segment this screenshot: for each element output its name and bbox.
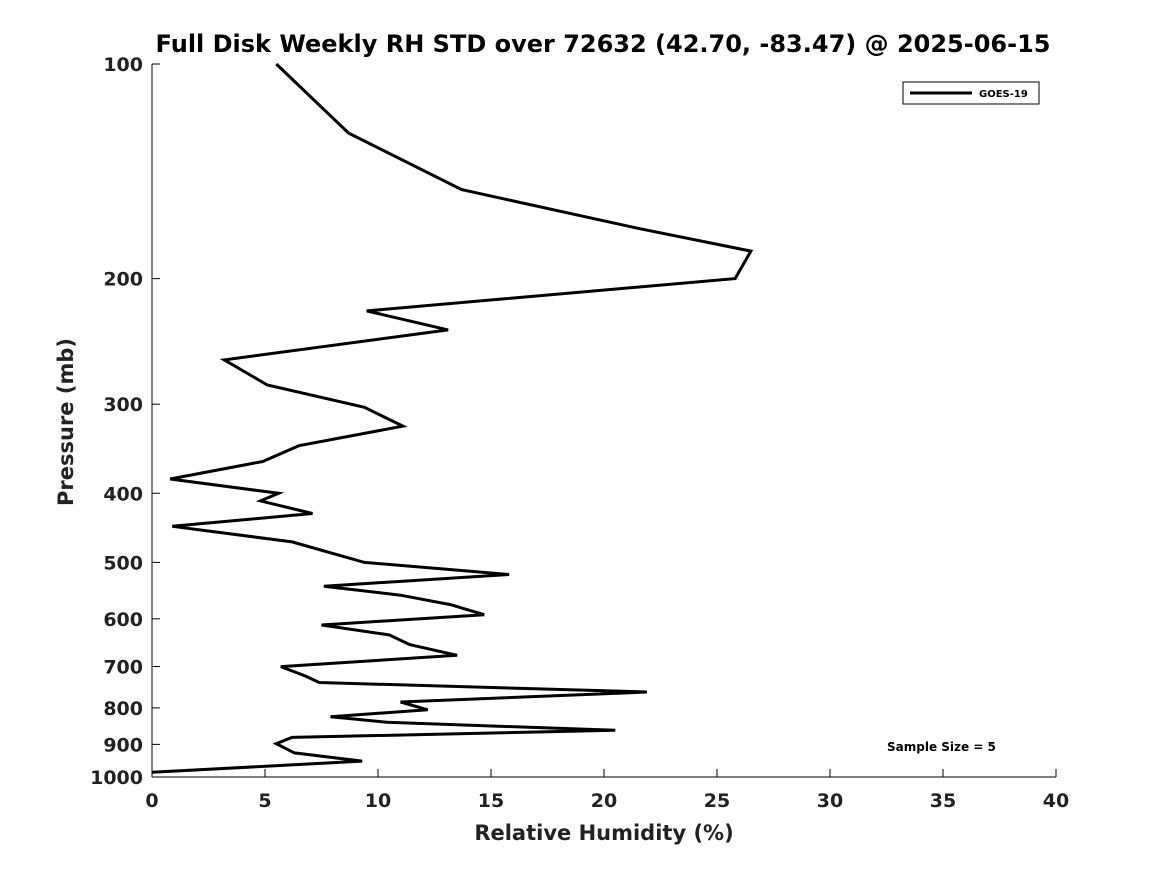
y-tick-label: 400 bbox=[103, 483, 143, 505]
x-tick-label: 15 bbox=[478, 790, 504, 812]
y-axis-label: Pressure (mb) bbox=[54, 338, 78, 506]
y-ticks: 100 200 300 400 500 600 700 800 900 1000 bbox=[90, 54, 160, 789]
x-tick-label: 25 bbox=[704, 790, 730, 812]
sample-size-annotation: Sample Size = 5 bbox=[887, 740, 996, 754]
x-tick-label: 30 bbox=[817, 790, 843, 812]
plot-area: 0 5 10 15 20 25 30 35 40 100 200 300 400 500 600 700 80… bbox=[90, 54, 1069, 812]
y-tick-label: 900 bbox=[103, 734, 143, 756]
x-tick-label: 40 bbox=[1043, 790, 1069, 812]
x-tick-label: 10 bbox=[365, 790, 391, 812]
legend-label-goes-19: GOES-19 bbox=[979, 89, 1028, 100]
x-tick-label: 0 bbox=[145, 790, 158, 812]
x-tick-label: 35 bbox=[930, 790, 956, 812]
legend: GOES-19 bbox=[902, 81, 1040, 105]
y-tick-label: 200 bbox=[103, 269, 143, 291]
x-axis-label: Relative Humidity (%) bbox=[474, 821, 733, 845]
x-tick-label: 20 bbox=[591, 790, 617, 812]
y-tick-label: 100 bbox=[103, 54, 143, 76]
x-ticks: 0 5 10 15 20 25 30 35 40 bbox=[145, 769, 1069, 812]
series-line-goes-19 bbox=[151, 62, 754, 774]
y-tick-label: 700 bbox=[103, 657, 143, 679]
chart-title: Full Disk Weekly RH STD over 72632 (42.7… bbox=[156, 30, 1051, 58]
x-tick-label: 5 bbox=[258, 790, 271, 812]
y-tick-label: 500 bbox=[103, 552, 143, 574]
y-tick-label: 300 bbox=[103, 394, 143, 416]
y-tick-label: 600 bbox=[103, 609, 143, 631]
y-tick-label: 800 bbox=[103, 698, 143, 720]
series-group bbox=[151, 62, 754, 774]
y-tick-label: 1000 bbox=[90, 767, 143, 789]
